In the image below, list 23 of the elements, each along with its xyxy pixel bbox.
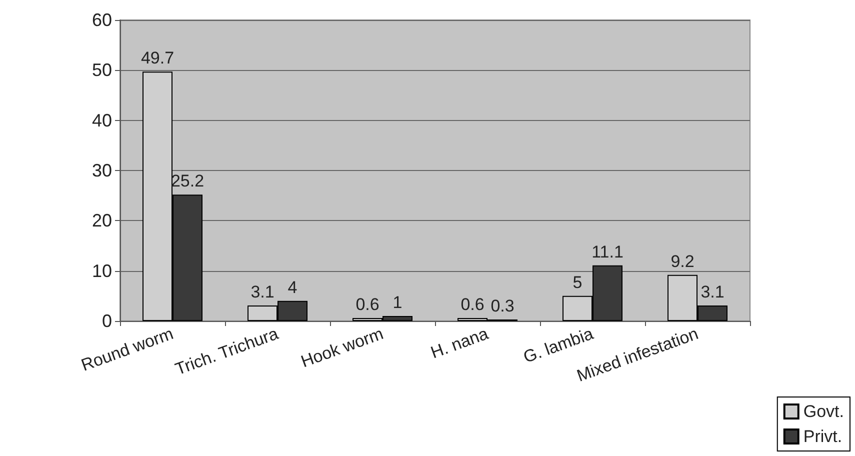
data-label: 0.3 xyxy=(490,296,514,316)
data-label: 49.7 xyxy=(140,48,174,68)
data-label: 1 xyxy=(392,292,402,312)
y-tick-label: 50 xyxy=(92,60,112,80)
y-tick-label: 60 xyxy=(92,10,112,30)
y-tick-label: 0 xyxy=(102,311,112,331)
y-tick-label: 10 xyxy=(92,260,112,281)
data-label: 11.1 xyxy=(592,242,624,262)
data-label: 4 xyxy=(288,278,298,297)
legend-label: Privt. xyxy=(803,427,842,446)
x-tick-label: Hook worm xyxy=(298,324,386,372)
y-tick-label: 20 xyxy=(92,210,112,231)
data-label: 0.6 xyxy=(356,294,380,314)
data-label: 3.1 xyxy=(250,282,274,302)
data-label: 3.1 xyxy=(700,282,724,302)
x-tick-label: Trich. Trichura xyxy=(172,324,282,379)
y-tick-label: 40 xyxy=(92,110,112,130)
data-label: 5 xyxy=(572,272,582,292)
data-label: 9.2 xyxy=(670,252,694,271)
x-tick-label: H. nana xyxy=(428,324,492,362)
legend-label: Govt. xyxy=(803,402,844,421)
data-label: 0.6 xyxy=(460,294,484,314)
y-tick-label: 30 xyxy=(92,160,112,180)
